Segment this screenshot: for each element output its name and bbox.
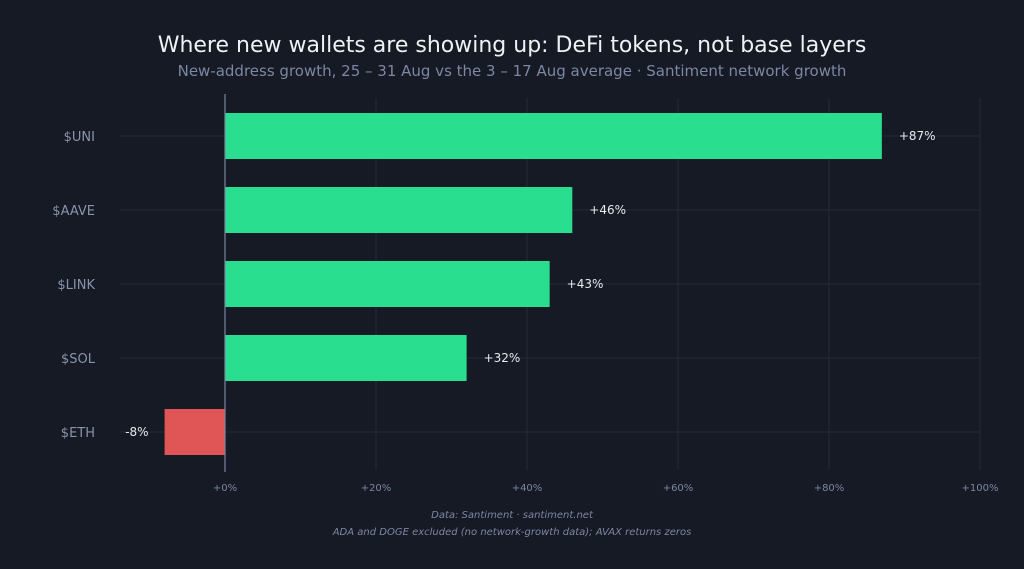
x-tick-label: +60% <box>663 483 694 494</box>
data-label: -8% <box>125 425 148 439</box>
chart-subtitle: New-address growth, 25 – 31 Aug vs the 3… <box>177 62 847 80</box>
x-tick-label: +80% <box>814 483 845 494</box>
bar <box>225 187 573 233</box>
x-tick-label: +100% <box>962 483 999 494</box>
chart-title: Where new wallets are showing up: DeFi t… <box>157 33 867 58</box>
category-label: $UNI <box>64 130 95 145</box>
data-label: +87% <box>899 129 936 143</box>
bar <box>225 113 882 159</box>
data-label: +32% <box>484 351 521 365</box>
category-label: $AAVE <box>52 204 95 219</box>
bar <box>225 335 467 381</box>
bar <box>164 409 225 455</box>
x-tick-label: +0% <box>213 483 237 494</box>
x-tick-label: +20% <box>361 483 392 494</box>
category-label: $LINK <box>57 278 95 293</box>
category-label: $ETH <box>61 426 95 441</box>
x-tick-label: +40% <box>512 483 543 494</box>
data-label: +46% <box>589 203 626 217</box>
category-label: $SOL <box>61 352 96 367</box>
source-footnote: Data: Santiment · santiment.net <box>431 510 593 521</box>
exclusion-footnote: ADA and DOGE excluded (no network-growth… <box>332 527 692 538</box>
bar <box>225 261 550 307</box>
data-label: +43% <box>567 277 604 291</box>
